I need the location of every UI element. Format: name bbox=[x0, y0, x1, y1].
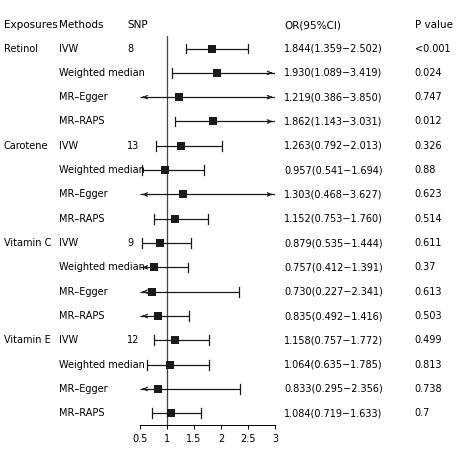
Text: 0.024: 0.024 bbox=[415, 68, 442, 78]
Text: 1.862(1.143−3.031): 1.862(1.143−3.031) bbox=[284, 116, 383, 126]
Text: 0.738: 0.738 bbox=[415, 384, 442, 394]
Text: 8: 8 bbox=[127, 44, 133, 54]
Text: 1.263(0.792−2.013): 1.263(0.792−2.013) bbox=[284, 141, 383, 151]
Text: 0.757(0.412−1.391): 0.757(0.412−1.391) bbox=[284, 263, 383, 273]
Text: MR–RAPS: MR–RAPS bbox=[59, 311, 105, 321]
Text: 1.219(0.386−3.850): 1.219(0.386−3.850) bbox=[284, 92, 383, 102]
Text: 0.833(0.295−2.356): 0.833(0.295−2.356) bbox=[284, 384, 383, 394]
Text: 9: 9 bbox=[127, 238, 133, 248]
Point bbox=[154, 313, 162, 320]
Text: IVW: IVW bbox=[59, 141, 78, 151]
Text: Weighted median: Weighted median bbox=[59, 165, 145, 175]
Point bbox=[161, 167, 168, 174]
Text: Vitamin C: Vitamin C bbox=[4, 238, 51, 248]
Point bbox=[213, 69, 221, 76]
Text: MR–Egger: MR–Egger bbox=[59, 287, 108, 297]
Text: SNP: SNP bbox=[127, 20, 148, 30]
Text: 0.730(0.227−2.341): 0.730(0.227−2.341) bbox=[284, 287, 383, 297]
Text: 0.813: 0.813 bbox=[415, 359, 442, 369]
Point bbox=[168, 410, 175, 417]
Text: 0.514: 0.514 bbox=[415, 214, 442, 224]
Text: 0.879(0.535−1.444): 0.879(0.535−1.444) bbox=[284, 238, 383, 248]
Text: 0.7: 0.7 bbox=[415, 408, 430, 418]
Text: MR–Egger: MR–Egger bbox=[59, 384, 108, 394]
Text: Weighted median: Weighted median bbox=[59, 68, 145, 78]
Point bbox=[166, 361, 174, 368]
Text: Exposures: Exposures bbox=[4, 20, 57, 30]
Text: Retinol: Retinol bbox=[4, 44, 38, 54]
Text: 0.611: 0.611 bbox=[415, 238, 442, 248]
Text: 0.326: 0.326 bbox=[415, 141, 442, 151]
Point bbox=[177, 142, 185, 149]
Text: MR–Egger: MR–Egger bbox=[59, 189, 108, 199]
Text: 0.747: 0.747 bbox=[415, 92, 443, 102]
Text: 0.012: 0.012 bbox=[415, 116, 442, 126]
Text: Weighted median: Weighted median bbox=[59, 359, 145, 369]
Text: <0.001: <0.001 bbox=[415, 44, 450, 54]
Text: 1.064(0.635−1.785): 1.064(0.635−1.785) bbox=[284, 359, 383, 369]
Text: Carotene: Carotene bbox=[4, 141, 48, 151]
Text: MR–Egger: MR–Egger bbox=[59, 92, 108, 102]
Text: 1.084(0.719−1.633): 1.084(0.719−1.633) bbox=[284, 408, 383, 418]
Text: 1.152(0.753−1.760): 1.152(0.753−1.760) bbox=[284, 214, 383, 224]
Text: P value: P value bbox=[415, 20, 453, 30]
Point bbox=[180, 191, 187, 198]
Text: 0.835(0.492−1.416): 0.835(0.492−1.416) bbox=[284, 311, 383, 321]
Text: 0.613: 0.613 bbox=[415, 287, 442, 297]
Point bbox=[156, 239, 164, 247]
Point bbox=[150, 264, 157, 271]
Text: Weighted median: Weighted median bbox=[59, 263, 145, 273]
Text: 0.623: 0.623 bbox=[415, 189, 442, 199]
Point bbox=[171, 215, 179, 222]
Text: 1.844(1.359−2.502): 1.844(1.359−2.502) bbox=[284, 44, 383, 54]
Point bbox=[209, 45, 216, 52]
Text: Vitamin E: Vitamin E bbox=[4, 335, 51, 345]
Point bbox=[175, 94, 182, 101]
Text: 13: 13 bbox=[127, 141, 139, 151]
Text: 12: 12 bbox=[127, 335, 139, 345]
Text: IVW: IVW bbox=[59, 44, 78, 54]
Text: Methods: Methods bbox=[59, 20, 104, 30]
Point bbox=[172, 337, 179, 344]
Text: 1.303(0.468−3.627): 1.303(0.468−3.627) bbox=[284, 189, 383, 199]
Text: 0.88: 0.88 bbox=[415, 165, 436, 175]
Text: MR–RAPS: MR–RAPS bbox=[59, 214, 105, 224]
Point bbox=[210, 118, 217, 125]
Text: 0.957(0.541−1.694): 0.957(0.541−1.694) bbox=[284, 165, 383, 175]
Text: 1.930(1.089−3.419): 1.930(1.089−3.419) bbox=[284, 68, 383, 78]
Point bbox=[148, 288, 156, 295]
Point bbox=[154, 385, 162, 393]
Text: 1.158(0.757−1.772): 1.158(0.757−1.772) bbox=[284, 335, 383, 345]
Text: IVW: IVW bbox=[59, 238, 78, 248]
Text: IVW: IVW bbox=[59, 335, 78, 345]
Text: OR(95%CI): OR(95%CI) bbox=[284, 20, 341, 30]
Text: MR–RAPS: MR–RAPS bbox=[59, 116, 105, 126]
Text: 0.37: 0.37 bbox=[415, 263, 436, 273]
Text: MR–RAPS: MR–RAPS bbox=[59, 408, 105, 418]
Text: 0.503: 0.503 bbox=[415, 311, 442, 321]
Text: 0.499: 0.499 bbox=[415, 335, 442, 345]
